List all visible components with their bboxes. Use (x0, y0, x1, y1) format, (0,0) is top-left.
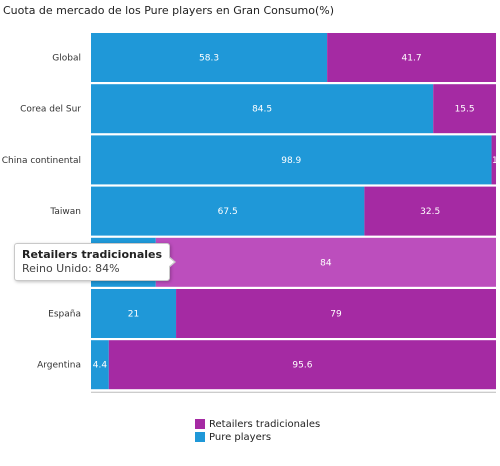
bar-retailers-tradicionales-reino-unido[interactable] (155, 237, 497, 287)
tooltip-arrow (168, 256, 177, 268)
category-label-argentina: Argentina (37, 361, 81, 371)
legend-label-retailers-tradicionales: Retailers tradicionales (209, 418, 321, 430)
bar-pure-players-corea-del-sur[interactable] (91, 84, 434, 134)
bar-retailers-tradicionales-espana[interactable] (176, 289, 497, 338)
category-label-espana: España (48, 310, 81, 320)
legend-item-pure-players[interactable]: Pure players (195, 431, 320, 443)
data-label-pure-players-taiwan: 67.5 (218, 207, 238, 217)
data-label-pure-players-espana: 21 (128, 310, 139, 320)
data-label-retailers-tradicionales-global: 41.7 (402, 54, 422, 64)
data-label-retailers-tradicionales-reino-unido: 84 (320, 258, 332, 268)
tooltip-value: Reino Unido: 84% (22, 262, 120, 275)
data-label-pure-players-china-continental: 98.9 (281, 156, 301, 166)
data-label-pure-players-corea-del-sur: 84.5 (252, 105, 272, 115)
bar-pure-players-china-continental[interactable] (91, 135, 492, 185)
bar-pure-players-global[interactable] (91, 33, 328, 82)
data-label-retailers-tradicionales-argentina: 95.6 (292, 361, 312, 371)
bar-pure-players-espana[interactable] (91, 289, 177, 338)
bar-retailers-tradicionales-corea-del-sur[interactable] (433, 84, 496, 134)
legend-swatch-retailers-tradicionales (195, 419, 205, 429)
category-label-global: Global (52, 54, 81, 64)
bar-retailers-tradicionales-argentina[interactable] (108, 340, 496, 390)
legend-item-retailers-tradicionales[interactable]: Retailers tradicionales (195, 418, 320, 430)
data-label-pure-players-argentina: 4.4 (93, 361, 108, 371)
bar-retailers-tradicionales-china-continental[interactable] (491, 135, 497, 185)
data-label-retailers-tradicionales-taiwan: 32.5 (420, 207, 440, 217)
data-label-retailers-tradicionales-china-continental: 1.1 (492, 156, 500, 166)
tooltip-title: Retailers tradicionales (22, 248, 163, 261)
bar-retailers-tradicionales-global[interactable] (327, 33, 497, 82)
legend-label-pure-players: Pure players (209, 431, 272, 443)
data-label-retailers-tradicionales-espana: 79 (330, 310, 342, 320)
bar-retailers-tradicionales-taiwan[interactable] (364, 186, 497, 236)
bars-group (91, 33, 497, 390)
data-label-pure-players-global: 58.3 (199, 54, 219, 64)
legend-swatch-pure-players (195, 432, 205, 442)
category-label-china-continental: China continental (2, 156, 81, 166)
data-label-retailers-tradicionales-corea-del-sur: 15.5 (455, 105, 475, 115)
category-label-corea-del-sur: Corea del Sur (20, 105, 81, 115)
legend: Retailers tradicionales Pure players (195, 418, 320, 444)
chart-title: Cuota de mercado de los Pure players en … (3, 4, 335, 17)
bar-pure-players-argentina[interactable] (91, 340, 109, 390)
tooltip: Retailers tradicionales Reino Unido: 84% (14, 243, 177, 281)
category-label-taiwan: Taiwan (49, 207, 81, 217)
bar-pure-players-taiwan[interactable] (91, 186, 365, 236)
